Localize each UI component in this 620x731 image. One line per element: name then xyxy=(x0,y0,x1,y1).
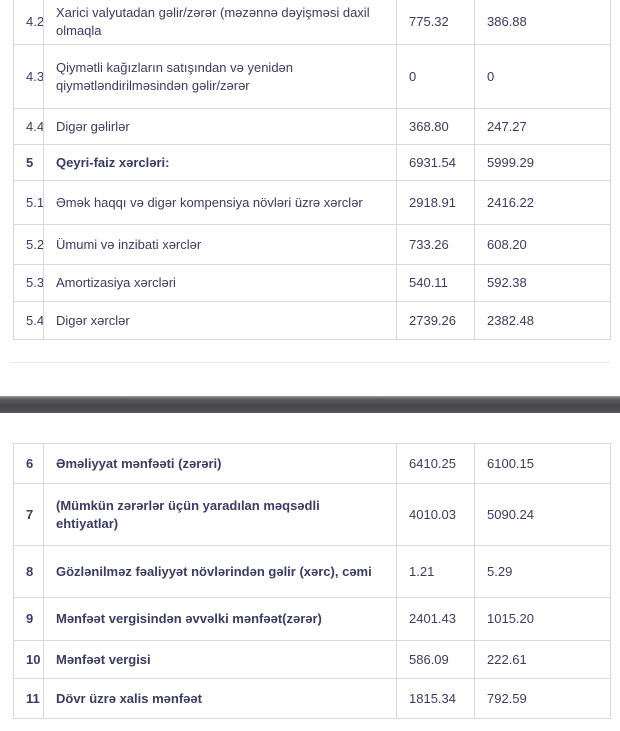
row-label-cell: Qeyri-faiz xərcləri: xyxy=(43,144,397,181)
row-label-cell: Əmək haqqı və digər kompensiya növləri ü… xyxy=(43,180,397,225)
row-number-cell: 9 xyxy=(13,597,44,641)
row-number-cell: 7 xyxy=(13,483,44,546)
row-label-cell: Dövr üzrə xalis mənfəət xyxy=(43,678,397,719)
table-row: 4.4 Digər gəlirlər 368.80 247.27 xyxy=(13,108,611,145)
financial-table-lower: 6 Əməliyyat mənfəəti (zərəri) 6410.25 6100.… xyxy=(13,443,611,719)
row-label-cell: Amortizasiya xərcləri xyxy=(43,264,397,302)
row-value1-cell: 2918.91 xyxy=(396,180,475,225)
row-value2-cell: 592.38 xyxy=(474,264,611,302)
table-row: 4.2 Xarici valyutadan gəlir/zərər (məzənn… xyxy=(13,0,611,45)
row-label-cell: Əməliyyat mənfəəti (zərəri) xyxy=(43,443,397,484)
row-value2-cell: 608.20 xyxy=(474,224,611,265)
row-value2-cell: 222.61 xyxy=(474,640,611,679)
row-value1-cell: 1815.34 xyxy=(396,678,475,719)
row-value1-cell: 6931.54 xyxy=(396,144,475,181)
table-row: 5.1 Əmək haqqı və digər kompensiya növlər… xyxy=(13,180,611,225)
section-bottom-border xyxy=(10,362,610,363)
row-value1-cell: 2401.43 xyxy=(396,597,475,641)
row-value1-cell: 0 xyxy=(396,44,475,109)
table-row: 7 (Mümkün zərərlər üçün yaradılan məqsədl… xyxy=(13,483,611,546)
row-number-cell: 10 xyxy=(13,640,44,679)
row-label-cell: Gözlənilməz fəaliyyət növlərindən gəlir … xyxy=(43,545,397,598)
row-value1-cell: 368.80 xyxy=(396,108,475,145)
row-label-cell: Digər gəlirlər xyxy=(43,108,397,145)
section-divider-bar xyxy=(0,396,620,413)
row-label-cell: Mənfəət vergisi xyxy=(43,640,397,679)
row-value1-cell: 775.32 xyxy=(396,0,475,45)
table-row: 4.3 Qiymətli kağızların satışından və yen… xyxy=(13,44,611,109)
row-number-cell: 5.3 xyxy=(13,264,44,302)
table-row: 8 Gözlənilməz fəaliyyət növlərindən gəlir… xyxy=(13,545,611,598)
row-number-cell: 5.4 xyxy=(13,301,44,340)
row-label-cell: Digər xərclər xyxy=(43,301,397,340)
row-number-cell: 5.2 xyxy=(13,224,44,265)
financial-table-upper: 4.2 Xarici valyutadan gəlir/zərər (məzənn… xyxy=(13,0,611,340)
row-number-cell: 8 xyxy=(13,545,44,598)
row-value1-cell: 6410.25 xyxy=(396,443,475,484)
row-label-cell: Mənfəət vergisindən əvvəlki mənfəət(zərə… xyxy=(43,597,397,641)
table-row: 5.2 Ümumi və inzibati xərclər 733.26 608.20 xyxy=(13,224,611,265)
row-value2-cell: 792.59 xyxy=(474,678,611,719)
row-value1-cell: 733.26 xyxy=(396,224,475,265)
row-value2-cell: 247.27 xyxy=(474,108,611,145)
row-label-cell: Qiymətli kağızların satışından və yenidə… xyxy=(43,44,397,109)
row-value2-cell: 6100.15 xyxy=(474,443,611,484)
row-value1-cell: 540.11 xyxy=(396,264,475,302)
row-value1-cell: 586.09 xyxy=(396,640,475,679)
row-value2-cell: 5999.29 xyxy=(474,144,611,181)
row-value2-cell: 386.88 xyxy=(474,0,611,45)
table-row: 5 Qeyri-faiz xərcləri: 6931.54 5999.29 xyxy=(13,144,611,181)
row-number-cell: 11 xyxy=(13,678,44,719)
row-number-cell: 4.2 xyxy=(13,0,44,45)
row-value2-cell: 1015.20 xyxy=(474,597,611,641)
row-number-cell: 4.3 xyxy=(13,44,44,109)
row-value1-cell: 4010.03 xyxy=(396,483,475,546)
table-row: 11 Dövr üzrə xalis mənfəət 1815.34 792.59 xyxy=(13,678,611,719)
row-value2-cell: 2416.22 xyxy=(474,180,611,225)
row-value1-cell: 2739.26 xyxy=(396,301,475,340)
table-row: 5.3 Amortizasiya xərcləri 540.11 592.38 xyxy=(13,264,611,302)
row-value2-cell: 5090.24 xyxy=(474,483,611,546)
row-value2-cell: 0 xyxy=(474,44,611,109)
table-row: 6 Əməliyyat mənfəəti (zərəri) 6410.25 6100.… xyxy=(13,443,611,484)
row-number-cell: 6 xyxy=(13,443,44,484)
row-value2-cell: 5.29 xyxy=(474,545,611,598)
row-number-cell: 5.1 xyxy=(13,180,44,225)
row-value1-cell: 1.21 xyxy=(396,545,475,598)
row-label-cell: Xarici valyutadan gəlir/zərər (məzənnə d… xyxy=(43,0,397,45)
row-label-cell: (Mümkün zərərlər üçün yaradılan məqsədli… xyxy=(43,483,397,546)
row-number-cell: 5 xyxy=(13,144,44,181)
row-label-cell: Ümumi və inzibati xərclər xyxy=(43,224,397,265)
table-row: 9 Mənfəət vergisindən əvvəlki mənfəət(zər… xyxy=(13,597,611,641)
row-number-cell: 4.4 xyxy=(13,108,44,145)
row-value2-cell: 2382.48 xyxy=(474,301,611,340)
table-row: 5.4 Digər xərclər 2739.26 2382.48 xyxy=(13,301,611,340)
table-row: 10 Mənfəət vergisi 586.09 222.61 xyxy=(13,640,611,679)
